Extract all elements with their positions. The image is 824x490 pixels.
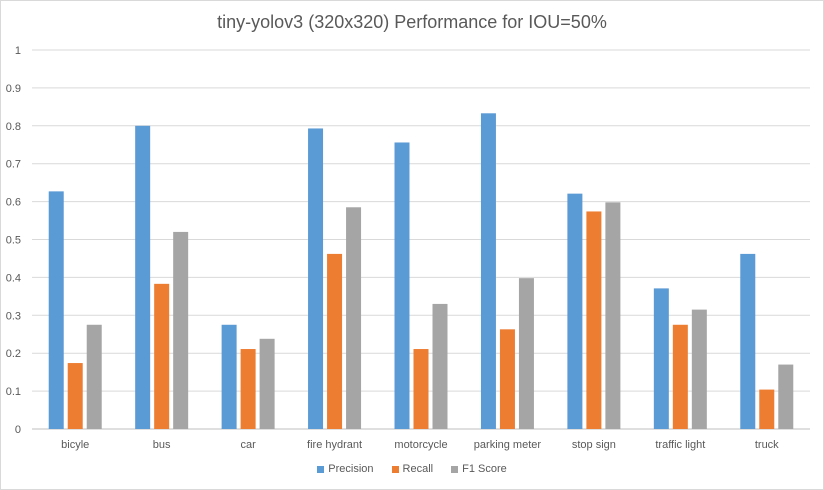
- x-tick-label: traffic light: [655, 439, 705, 451]
- y-tick-label: 0: [15, 424, 21, 436]
- legend-swatch: [391, 465, 399, 473]
- legend-swatch: [451, 465, 459, 473]
- bar-f1-score: [691, 309, 707, 429]
- y-tick-label: 0.7: [6, 159, 21, 171]
- bar-precision: [653, 288, 669, 429]
- x-tick-label: truck: [755, 439, 779, 451]
- y-tick-label: 0.5: [6, 235, 21, 247]
- bar-recall: [672, 324, 688, 429]
- y-tick-label: 0.3: [6, 310, 21, 322]
- y-tick-label: 0.9: [6, 83, 21, 95]
- bar-recall: [154, 283, 170, 429]
- bar-f1-score: [432, 303, 448, 429]
- bar-precision: [740, 253, 756, 429]
- bar-precision: [394, 142, 410, 429]
- legend-label: Precision: [328, 463, 374, 475]
- legend-item: Precision: [317, 463, 374, 475]
- bar-precision: [221, 324, 237, 429]
- bar-recall: [586, 211, 602, 429]
- bar-f1-score: [259, 338, 275, 429]
- y-tick-label: 0.8: [6, 121, 21, 133]
- x-tick-label: stop sign: [572, 439, 616, 451]
- y-tick-label: 0.4: [6, 272, 21, 284]
- y-tick-label: 0.1: [6, 386, 21, 398]
- bar-precision: [308, 128, 324, 429]
- bar-recall: [413, 349, 429, 429]
- bar-f1-score: [173, 231, 189, 429]
- bar-recall: [759, 389, 775, 429]
- y-tick-label: 0.6: [6, 197, 21, 209]
- chart-title: tiny-yolov3 (320x320) Performance for IO…: [217, 12, 607, 32]
- x-tick-label: fire hydrant: [307, 439, 362, 451]
- bar-recall: [67, 363, 83, 429]
- legend-item: Recall: [391, 463, 434, 475]
- x-tick-label: motorcycle: [394, 439, 447, 451]
- bar-f1-score: [605, 202, 621, 429]
- legend: Precision Recall F1 Score: [0, 463, 824, 475]
- x-tick-label: bicyle: [61, 439, 89, 451]
- bar-f1-score: [346, 207, 362, 429]
- legend-item: F1 Score: [451, 463, 507, 475]
- legend-swatch: [317, 465, 325, 473]
- bar-f1-score: [778, 364, 794, 429]
- y-tick-label: 0.2: [6, 348, 21, 360]
- bar-precision: [567, 193, 583, 429]
- x-tick-label: bus: [153, 439, 171, 451]
- bar-precision: [48, 191, 64, 429]
- legend-label: Recall: [402, 463, 434, 475]
- y-tick-label: 1: [15, 45, 21, 57]
- bar-precision: [135, 125, 151, 430]
- legend-label: F1 Score: [462, 463, 507, 475]
- bar-recall: [499, 329, 515, 429]
- bar-precision: [480, 113, 496, 429]
- bar-f1-score: [518, 278, 534, 429]
- x-tick-label: parking meter: [474, 439, 542, 451]
- bar-f1-score: [86, 324, 102, 429]
- bar-recall: [327, 253, 343, 429]
- bar-recall: [240, 349, 256, 429]
- x-tick-label: car: [240, 439, 256, 451]
